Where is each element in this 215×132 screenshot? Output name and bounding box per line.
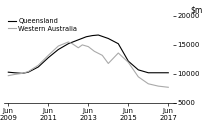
Queensland [127,60,130,62]
Western Australia [13,74,16,75]
Western Australia [127,62,130,63]
Queensland [85,36,88,37]
Western Australia [67,41,70,43]
Western Australia [71,43,74,44]
Western Australia [93,50,96,52]
Legend: Queensland, Western Australia: Queensland, Western Australia [8,18,77,32]
Western Australia [117,52,120,54]
Queensland [91,35,94,36]
Queensland [21,73,24,74]
Queensland [117,43,120,44]
Line: Western Australia: Western Australia [8,42,168,87]
Queensland [37,66,40,68]
Western Australia [77,47,80,49]
Queensland [147,72,150,74]
Western Australia [57,45,60,47]
Queensland [137,69,140,71]
Queensland [157,72,160,74]
Western Australia [7,75,10,76]
Queensland [27,71,30,73]
Queensland [73,41,76,42]
Western Australia [101,55,104,56]
Queensland [67,43,70,44]
Western Australia [107,63,110,64]
Queensland [107,38,110,39]
Western Australia [21,73,24,74]
Western Australia [157,85,160,87]
Western Australia [87,46,90,47]
Queensland [13,72,16,74]
Queensland [97,34,100,36]
Western Australia [167,86,170,88]
Queensland [167,72,170,74]
Western Australia [137,76,140,78]
Western Australia [37,64,40,66]
Queensland [79,38,81,40]
Line: Queensland: Queensland [8,35,168,73]
Text: $m: $m [190,5,202,14]
Western Australia [47,55,50,56]
Western Australia [27,71,30,72]
Queensland [7,71,10,73]
Western Australia [147,83,150,85]
Queensland [47,57,50,58]
Western Australia [81,44,84,46]
Queensland [57,49,60,50]
